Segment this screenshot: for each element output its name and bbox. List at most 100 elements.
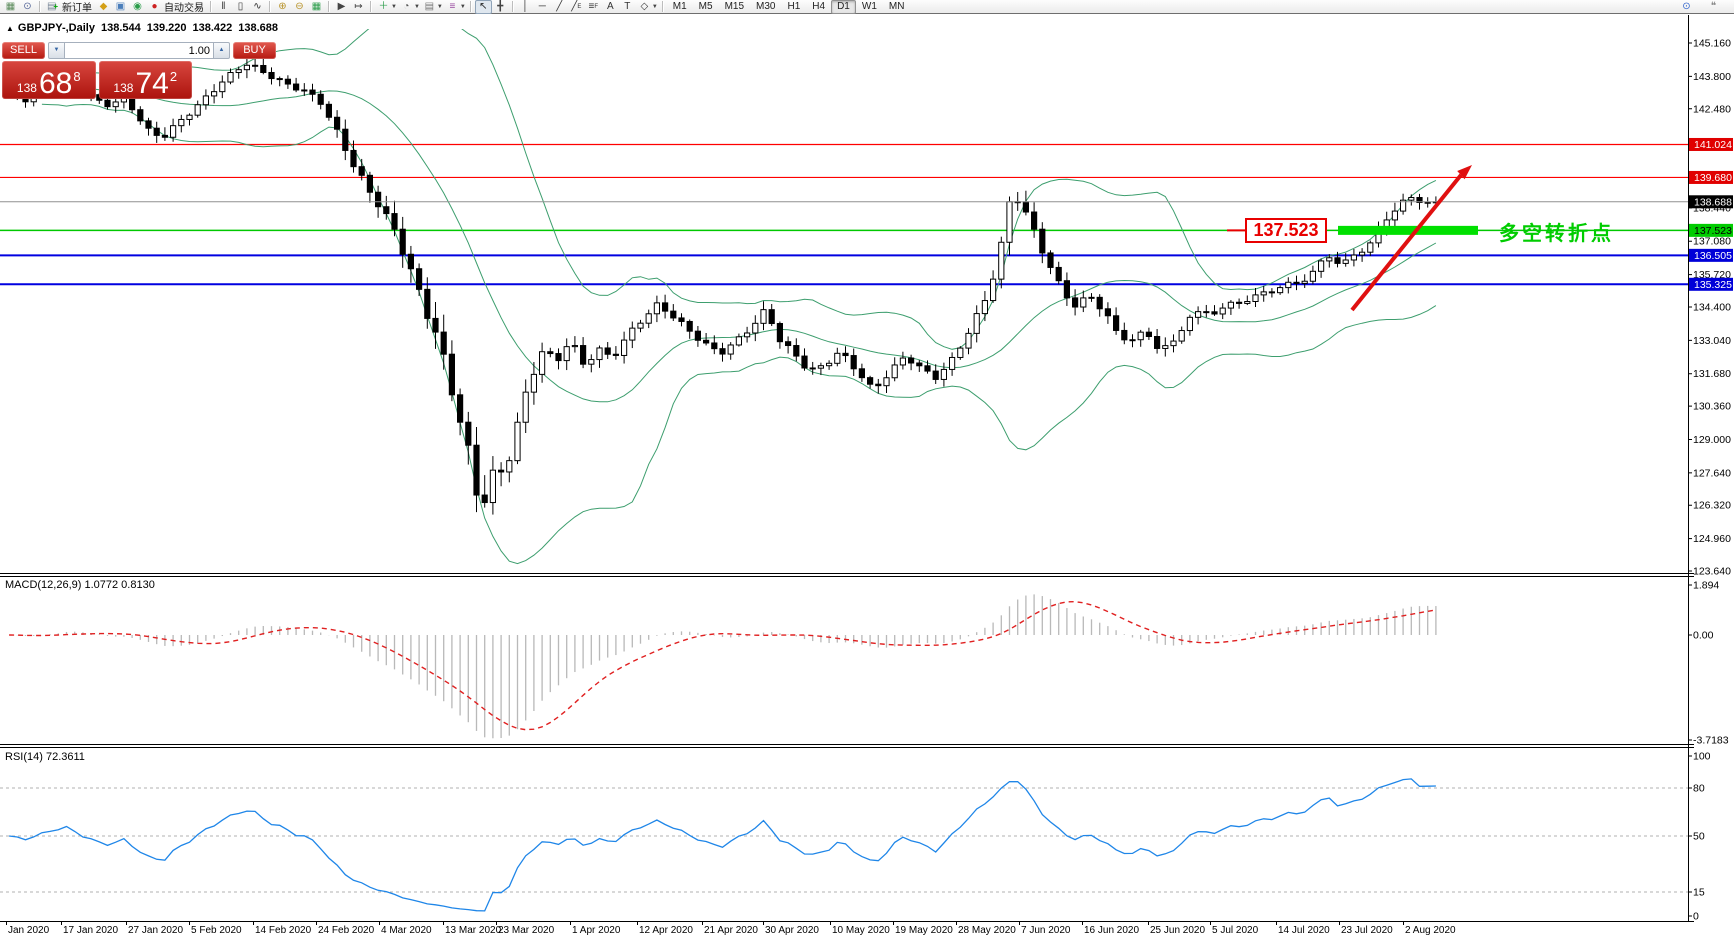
time-axis-label: 1 Apr 2020 xyxy=(572,925,621,936)
fibonacci-icon[interactable]: ≡ F xyxy=(588,0,599,12)
price-tag xyxy=(1689,223,1733,237)
metaeditor-icon[interactable]: ◆ xyxy=(99,0,108,12)
zoom-in-icon[interactable]: ⊕ xyxy=(278,0,287,12)
zoom-out-icon[interactable]: ⊖ xyxy=(295,0,304,12)
ask-price-block[interactable]: 138 74 2 xyxy=(98,61,192,99)
candle-bull xyxy=(621,339,628,356)
sell-button[interactable]: SELL xyxy=(2,42,45,59)
indicators-icon[interactable]: ＋ xyxy=(378,0,389,12)
templates-icon[interactable]: ▤ xyxy=(424,0,435,12)
candlestick-chart-icon[interactable]: ▯ xyxy=(237,0,244,12)
vertical-line-icon[interactable]: │ xyxy=(522,0,529,12)
new-order-label[interactable]: 新订单 xyxy=(62,3,92,14)
candle-bull xyxy=(826,362,833,367)
crosshair-icon[interactable]: ╋ xyxy=(497,0,504,12)
timeframe-m30[interactable]: M30 xyxy=(756,0,776,12)
time-axis-label: 12 Apr 2020 xyxy=(639,925,693,936)
candle-bear xyxy=(1416,197,1423,203)
buy-button[interactable]: BUY xyxy=(233,42,276,59)
autotrading-label[interactable]: 自动交易 xyxy=(164,3,204,14)
search-icon[interactable]: ⊙ xyxy=(1682,0,1691,12)
indicator-windows-icon[interactable]: ≡ xyxy=(449,0,456,12)
candle-bear xyxy=(317,93,324,105)
timeframe-m5[interactable]: M5 xyxy=(698,0,713,12)
signals-icon[interactable]: ◉ xyxy=(133,0,142,12)
periods-dropdown-caret[interactable]: ▼ xyxy=(413,3,420,10)
auto-scroll-icon[interactable]: ▶ xyxy=(337,0,346,12)
candle-bull xyxy=(514,421,521,462)
time-axis[interactable]: Jan 2020 17 Jan 2020 27 Jan 2020 5 Feb 2020… xyxy=(6,921,1457,936)
icon-subscript: E xyxy=(577,3,582,10)
candle-bull xyxy=(243,64,251,71)
candle-bear xyxy=(1055,266,1062,282)
autotrading-icon[interactable]: ● xyxy=(151,0,158,12)
lot-input[interactable] xyxy=(65,42,214,59)
price-axis[interactable]: 145.160143.800142.480138.440137.080135.7… xyxy=(1688,38,1733,923)
candle-bull xyxy=(1195,311,1202,318)
candle-bear xyxy=(694,330,701,341)
candles xyxy=(6,57,1440,515)
chart-canvas[interactable]: 145.160143.800142.480138.440137.080135.7… xyxy=(0,14,1734,938)
chart-shift-icon[interactable]: ↦ xyxy=(354,0,363,12)
print-preview-icon[interactable]: ⊙ xyxy=(23,0,32,12)
support-highlight-bar[interactable] xyxy=(1338,225,1478,235)
candle-bull xyxy=(1186,316,1194,332)
timeframe-h1[interactable]: H1 xyxy=(787,0,801,12)
turning-point-text[interactable]: 多空转折点 xyxy=(1499,223,1614,245)
shapes-icon[interactable]: ◇ xyxy=(640,0,649,12)
new-order-icon[interactable]: ▤ + xyxy=(46,0,59,12)
lot-decrease-button[interactable]: ▼ xyxy=(48,42,65,59)
periods-icon[interactable]: ◔ xyxy=(403,0,410,12)
bar-chart-icon[interactable]: ‖ xyxy=(221,0,226,12)
lot-increase-button[interactable]: ▲ xyxy=(214,42,230,59)
candle-bear xyxy=(932,370,939,380)
rsi-panel xyxy=(9,778,1436,912)
timeframe-m15[interactable]: M15 xyxy=(724,0,745,12)
tile-windows-icon[interactable]: ▦ xyxy=(311,0,322,12)
candle-bull xyxy=(1227,301,1235,309)
candle-bull xyxy=(949,356,956,370)
candle-bull xyxy=(727,344,734,355)
candle-bear xyxy=(457,394,464,423)
candle-bear xyxy=(547,351,554,355)
timeframe-mn[interactable]: MN xyxy=(888,0,905,12)
indicator-windows-dropdown-caret[interactable]: ▼ xyxy=(459,3,466,10)
price-axis-label: 134.400 xyxy=(1693,301,1731,313)
candle-bear xyxy=(580,345,587,365)
rsi-axis-label: 50 xyxy=(1693,831,1705,843)
timeframe-d1[interactable]: D1 xyxy=(831,0,856,14)
indicators-dropdown-caret[interactable]: ▼ xyxy=(391,3,397,10)
templates-dropdown-caret[interactable]: ▼ xyxy=(436,3,443,10)
time-axis-label: 28 May 2020 xyxy=(958,925,1016,936)
trend-arrow-line[interactable] xyxy=(1350,173,1463,312)
shapes-dropdown-caret[interactable]: ▼ xyxy=(651,3,658,10)
candle-bear xyxy=(432,317,439,333)
time-axis-label: 21 Apr 2020 xyxy=(704,925,758,936)
equidistant-channel-icon[interactable]: ╱ E xyxy=(571,0,582,12)
line-chart-icon[interactable]: ∿ xyxy=(253,0,262,12)
text-label-icon[interactable]: T xyxy=(624,0,631,12)
candle-bear xyxy=(260,64,267,73)
candle-bull xyxy=(539,351,546,375)
candle-bear xyxy=(1203,311,1210,314)
candle-bear xyxy=(1104,308,1112,317)
horizontal-line-icon[interactable]: ─ xyxy=(538,0,546,12)
timeframe-h4[interactable]: H4 xyxy=(812,0,826,12)
timeframe-w1[interactable]: W1 xyxy=(861,0,877,12)
chat-icon[interactable]: ❝ xyxy=(1710,0,1717,12)
cursor-icon[interactable]: ↖ xyxy=(474,0,492,14)
chart-area[interactable]: 145.160 143.800 142.480 138.440 137.080 135.7… xyxy=(0,14,1734,938)
toolbar: ▦ ⊙ ▤ + 新订单 ◆ ▣ ◉ ● 自动交易 ‖ ▯ ∿ ⊕ ⊖ ▦ ▶ ↦ ＋ ▼ ◔ ▼ ▤ ▼ ≡ ▼ ↖ ╋ │ ─ ╱ ╱ E ≡ F… xyxy=(0,0,1734,14)
candle-bear xyxy=(1047,252,1054,268)
text-icon[interactable]: A xyxy=(606,0,614,12)
price-annotation-box[interactable]: 137.523 xyxy=(1245,218,1327,243)
collapse-panel-icon[interactable]: ▲ xyxy=(6,24,14,33)
trendline-icon[interactable]: ╱ xyxy=(556,0,563,12)
terminal-icon[interactable]: ▣ xyxy=(115,0,126,12)
chart-window-icon[interactable]: ▦ xyxy=(5,0,16,12)
candle-bear xyxy=(703,339,710,344)
bid-price-block[interactable]: 138 68 8 xyxy=(2,61,96,99)
timeframe-m1[interactable]: M1 xyxy=(672,0,687,12)
macd-axis-label: -3.7183 xyxy=(1693,735,1729,747)
